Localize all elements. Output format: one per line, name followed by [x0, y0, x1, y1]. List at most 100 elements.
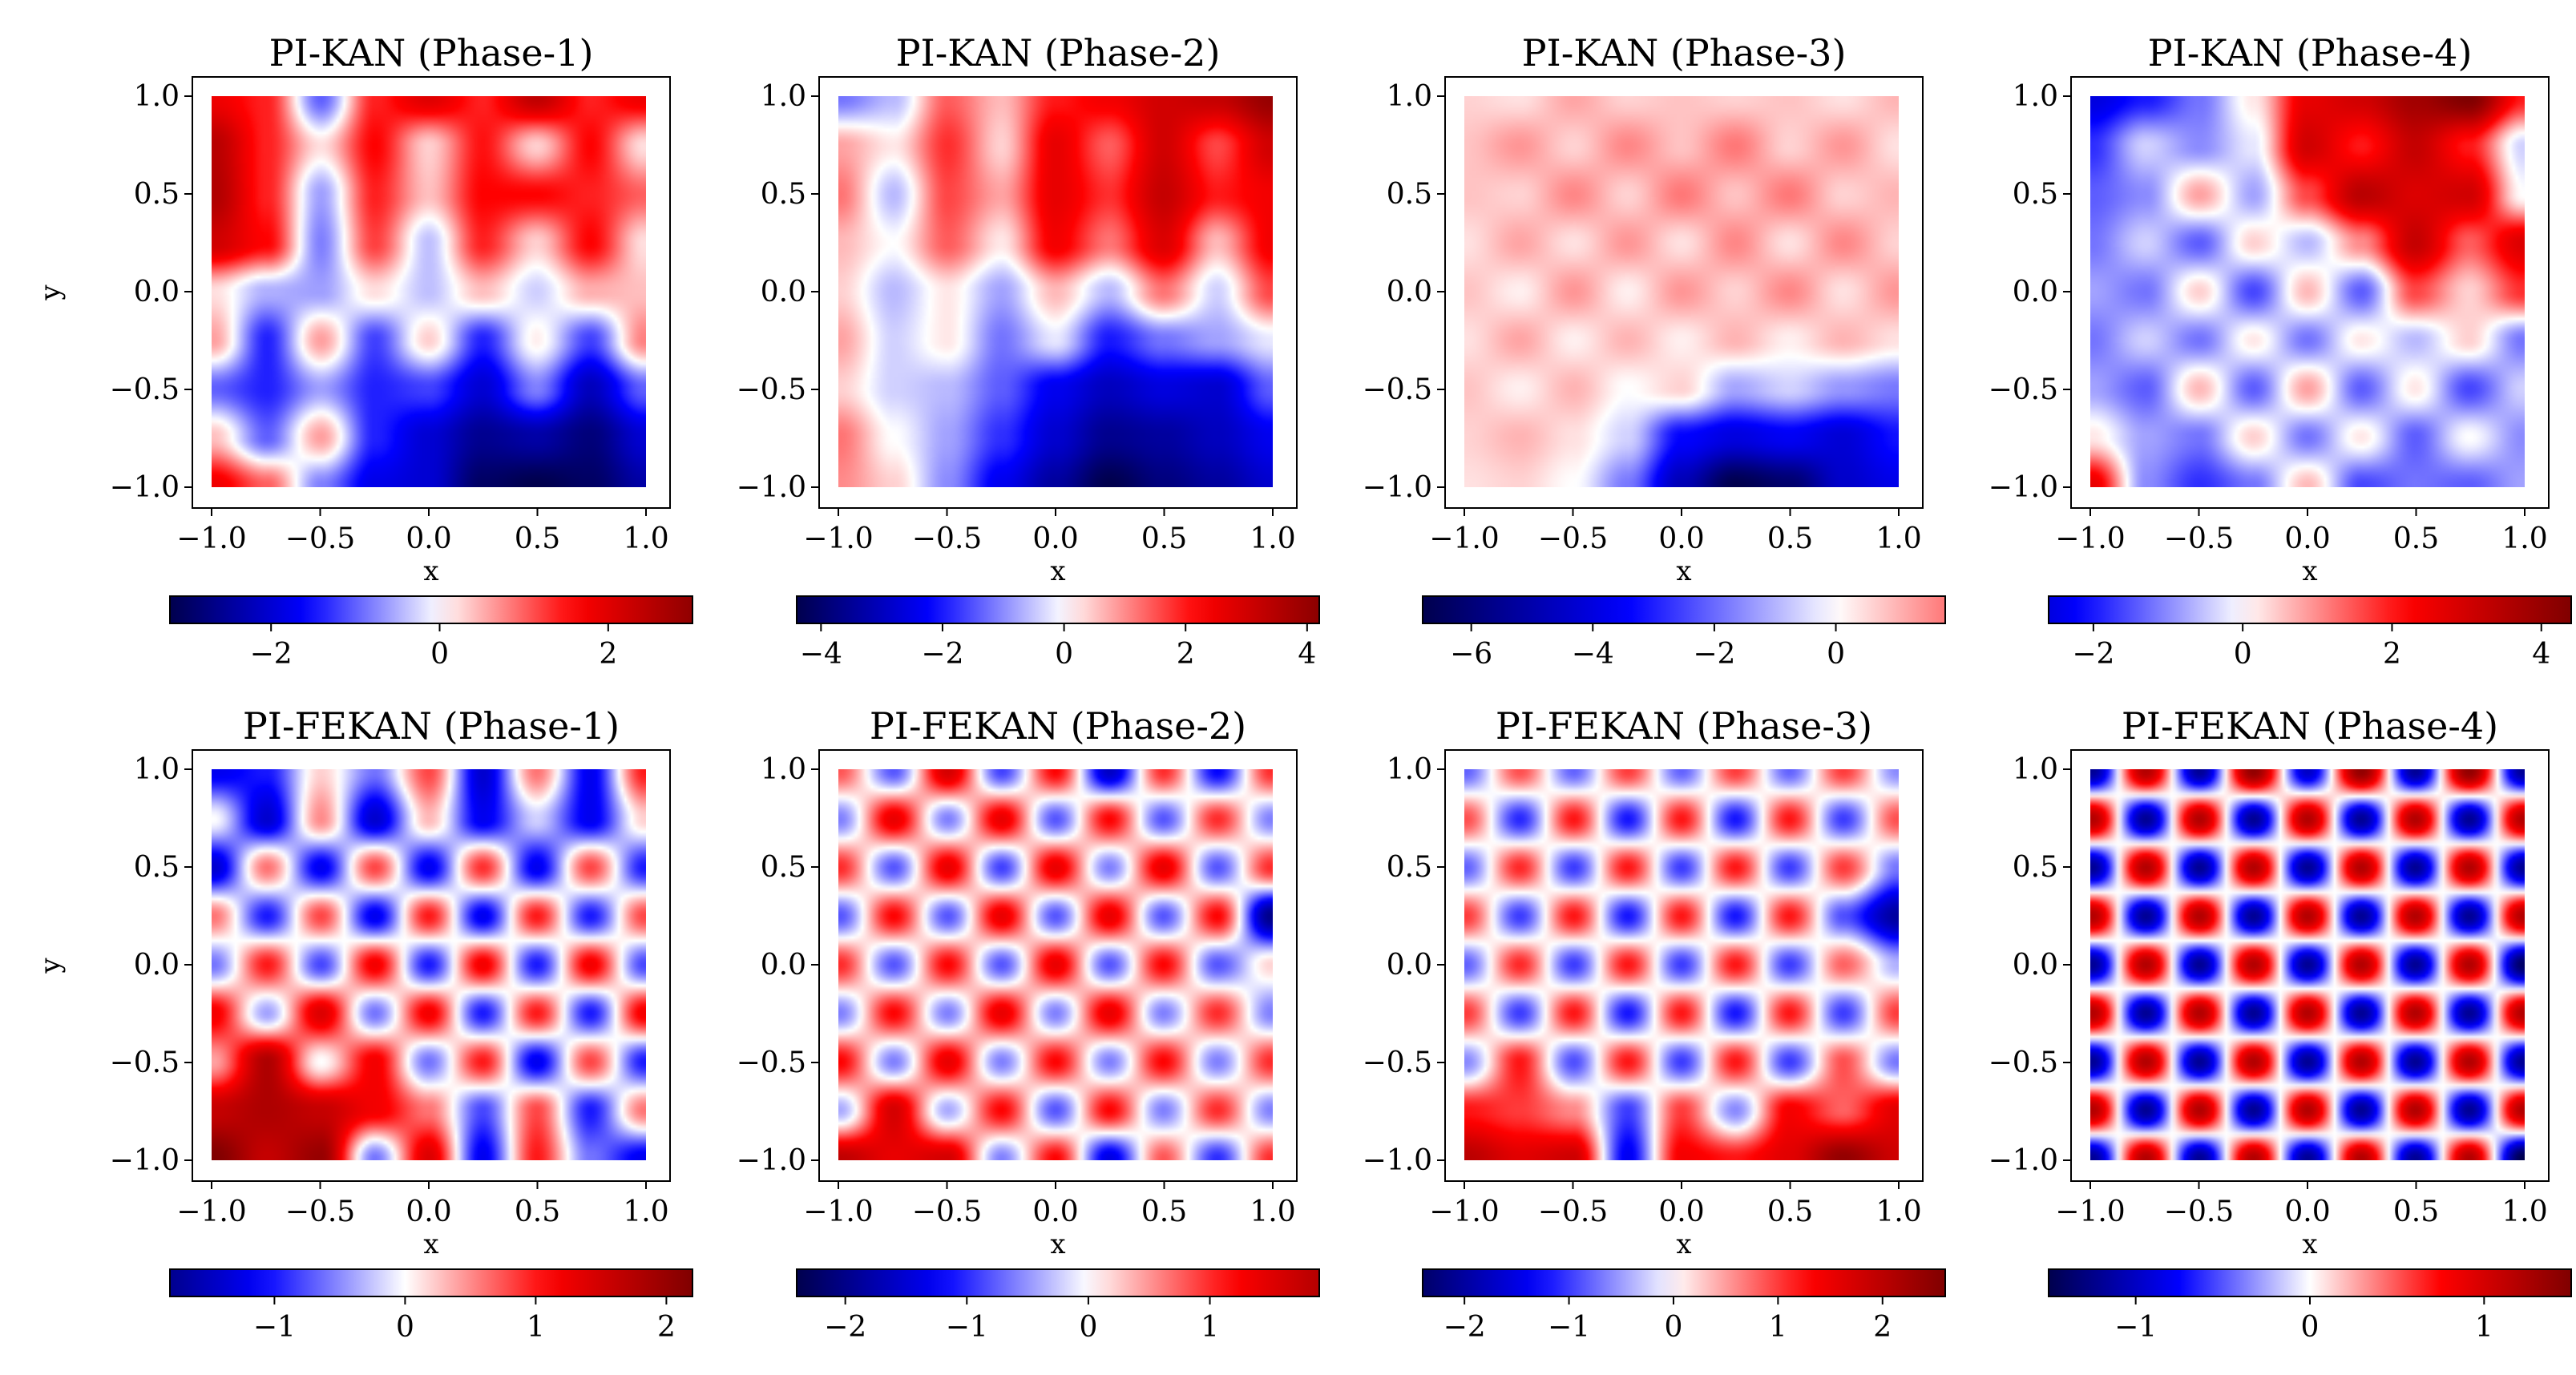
subplot-title: PI-KAN (Phase-3)	[1522, 31, 1847, 75]
y-tick-label: 0.5	[2013, 851, 2058, 884]
colorbar-tick-label: 2	[1177, 638, 1195, 671]
x-tick-label: 0.0	[2284, 522, 2330, 555]
y-tick-label: −1.0	[1363, 471, 1432, 504]
colorbar	[2048, 595, 2572, 624]
y-tick-label: 1.0	[761, 753, 806, 786]
y-tick-label: 1.0	[761, 80, 806, 113]
y-axis-label: y	[34, 958, 67, 974]
x-tick-label: 1.0	[623, 1196, 668, 1228]
colorbar-tick-label: −2	[921, 638, 963, 671]
y-tick-label: 0.5	[761, 851, 806, 884]
colorbar	[1422, 595, 1946, 624]
colorbar	[796, 1268, 1320, 1297]
x-tick-label: 0.5	[515, 1196, 560, 1228]
subplot-title: PI-FEKAN (Phase-2)	[870, 704, 1246, 748]
y-tick-label: 0.5	[761, 178, 806, 211]
y-tick-label: 0.0	[1387, 276, 1432, 308]
x-tick-label: 0.0	[1032, 1196, 1078, 1228]
x-tick-label: 1.0	[623, 522, 668, 555]
colorbar	[2048, 1268, 2572, 1297]
colorbar-tick-label: 1	[2475, 1311, 2493, 1344]
x-tick-label: −0.5	[285, 1196, 355, 1228]
x-axis-label: x	[2302, 1228, 2317, 1260]
y-tick-label: −1.0	[737, 471, 806, 504]
y-tick-label: −1.0	[1363, 1144, 1432, 1177]
colorbar-tick-label: 4	[1298, 638, 1316, 671]
x-axis-label: x	[1050, 555, 1065, 587]
subplot-pi-kan-phase-4: PI-KAN (Phase-4) −1.0 −0.5 0.0 0.5 1.0 1.0 0.5 0…	[1989, 31, 2572, 671]
subplot-title: PI-KAN (Phase-4)	[2148, 31, 2473, 75]
subplot-pi-kan-phase-1: PI-KAN (Phase-1) −1.0 −0.5 0.0 0.5 1.0 1.0 0.5 0…	[34, 31, 693, 671]
y-tick-label: −0.5	[737, 373, 806, 406]
y-tick-label: 0.5	[134, 851, 180, 884]
colorbar-tick-label: −6	[1450, 638, 1492, 671]
colorbar-tick-label: −1	[2114, 1311, 2157, 1344]
colorbar-tick-label: 2	[657, 1311, 676, 1344]
subplot-pi-fekan-phase-2: PI-FEKAN (Phase-2) −1.0 −0.5 0.0 0.5 1.0 1.0 0.…	[737, 704, 1320, 1344]
y-tick-label: 0.0	[2013, 276, 2058, 308]
x-tick-label: 0.0	[1658, 1196, 1704, 1228]
x-tick-label: 0.0	[2284, 1196, 2330, 1228]
heatmap-image	[2090, 96, 2525, 487]
y-tick-label: −0.5	[110, 1046, 180, 1079]
y-tick-label: 1.0	[134, 80, 180, 113]
y-tick-label: 0.5	[2013, 178, 2058, 211]
y-tick-label: 0.0	[134, 949, 180, 982]
colorbar-tick-label: 0	[1665, 1311, 1683, 1344]
colorbar-tick-label: 0	[2234, 638, 2252, 671]
x-axis-label: x	[1676, 555, 1691, 587]
x-tick-label: −0.5	[2164, 522, 2234, 555]
subplot-title: PI-KAN (Phase-2)	[896, 31, 1221, 75]
colorbar-tick-label: 4	[2532, 638, 2550, 671]
x-tick-label: 0.0	[1032, 522, 1078, 555]
x-tick-label: 0.0	[406, 1196, 451, 1228]
colorbar-tick-label: 0	[1079, 1311, 1097, 1344]
x-tick-label: 1.0	[1875, 1196, 1921, 1228]
colorbar-tick-label: −1	[253, 1311, 296, 1344]
y-tick-label: −1.0	[737, 1144, 806, 1177]
subplot-title: PI-KAN (Phase-1)	[269, 31, 594, 75]
x-tick-label: 0.0	[406, 522, 451, 555]
colorbar-tick-label: 0	[396, 1311, 414, 1344]
y-tick-label: 1.0	[134, 753, 180, 786]
y-tick-label: 1.0	[1387, 753, 1432, 786]
colorbar-tick-label: 1	[1769, 1311, 1787, 1344]
y-tick-label: 1.0	[2013, 753, 2058, 786]
y-tick-label: 0.0	[1387, 949, 1432, 982]
subplot-title: PI-FEKAN (Phase-1)	[243, 704, 620, 748]
y-tick-label: 0.0	[134, 276, 180, 308]
x-tick-label: −1.0	[2055, 522, 2125, 555]
x-tick-label: −1.0	[803, 522, 873, 555]
y-tick-label: −1.0	[1989, 471, 2058, 504]
y-tick-label: 0.0	[761, 276, 806, 308]
colorbar-tick-label: 0	[1827, 638, 1845, 671]
colorbar	[1422, 1268, 1946, 1297]
x-tick-label: −1.0	[2055, 1196, 2125, 1228]
y-tick-label: 0.5	[1387, 851, 1432, 884]
subplot-pi-fekan-phase-4: PI-FEKAN (Phase-4) −1.0 −0.5 0.0 0.5 1.0 1.0 0.…	[1989, 704, 2572, 1344]
colorbar-tick-label: −2	[824, 1311, 866, 1344]
x-tick-label: 1.0	[1250, 522, 1295, 555]
subplot-title: PI-FEKAN (Phase-4)	[2122, 704, 2498, 748]
y-tick-label: −1.0	[110, 471, 180, 504]
x-tick-label: 1.0	[2501, 522, 2547, 555]
colorbar-tick-label: −2	[1693, 638, 1735, 671]
x-tick-label: 0.5	[2393, 522, 2439, 555]
x-tick-label: −0.5	[1538, 522, 1608, 555]
colorbar-tick-label: −4	[800, 638, 842, 671]
x-tick-label: −0.5	[285, 522, 355, 555]
heatmap-image	[838, 96, 1273, 487]
x-tick-label: −0.5	[912, 522, 982, 555]
heatmap-image	[1464, 96, 1899, 487]
x-tick-label: −0.5	[2164, 1196, 2234, 1228]
x-tick-label: 0.5	[1767, 1196, 1813, 1228]
colorbar-tick-label: −1	[1548, 1311, 1590, 1344]
colorbar-tick-label: 0	[430, 638, 449, 671]
y-tick-label: −0.5	[1989, 373, 2058, 406]
heatmap-image	[212, 769, 646, 1160]
x-tick-label: −0.5	[1538, 1196, 1608, 1228]
x-tick-label: 1.0	[1250, 1196, 1295, 1228]
colorbar-tick-label: −2	[250, 638, 293, 671]
x-tick-label: 0.5	[515, 522, 560, 555]
x-axis-label: x	[1676, 1228, 1691, 1260]
